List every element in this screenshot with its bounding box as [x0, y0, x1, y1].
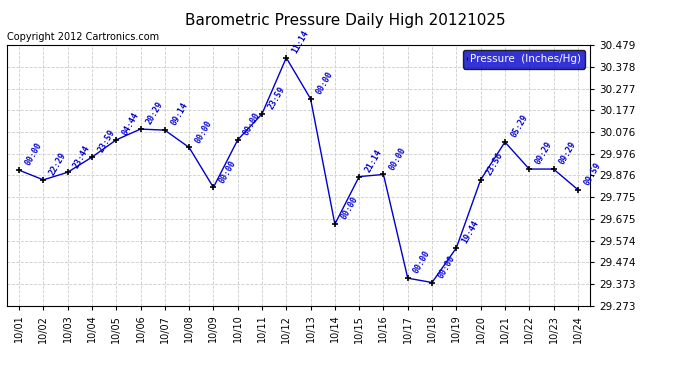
- Text: 00:00: 00:00: [315, 70, 335, 96]
- Text: 09:14: 09:14: [169, 101, 189, 128]
- Text: 11:14: 11:14: [290, 29, 310, 55]
- Text: 23:44: 23:44: [72, 143, 92, 170]
- Text: 09:59: 09:59: [582, 160, 602, 187]
- Text: 09:29: 09:29: [533, 140, 553, 166]
- Text: 00:00: 00:00: [388, 146, 408, 172]
- Text: 00:00: 00:00: [412, 249, 432, 275]
- Text: 19:44: 19:44: [460, 219, 481, 245]
- Text: 04:44: 04:44: [120, 111, 141, 137]
- Legend: Pressure  (Inches/Hg): Pressure (Inches/Hg): [463, 50, 584, 69]
- Text: Barometric Pressure Daily High 20121025: Barometric Pressure Daily High 20121025: [185, 13, 505, 28]
- Text: 00:00: 00:00: [23, 141, 43, 167]
- Text: 00:00: 00:00: [193, 118, 214, 145]
- Text: 21:14: 21:14: [364, 148, 384, 174]
- Text: 22:29: 22:29: [48, 151, 68, 177]
- Text: Copyright 2012 Cartronics.com: Copyright 2012 Cartronics.com: [7, 32, 159, 42]
- Text: 23:59: 23:59: [96, 128, 117, 154]
- Text: 09:29: 09:29: [558, 140, 578, 166]
- Text: 23:56: 23:56: [485, 151, 505, 177]
- Text: 00:00: 00:00: [436, 254, 457, 280]
- Text: 00:00: 00:00: [217, 159, 238, 184]
- Text: 20:29: 20:29: [145, 100, 165, 126]
- Text: 00:00: 00:00: [339, 195, 359, 221]
- Text: 00:00: 00:00: [242, 111, 262, 137]
- Text: 05:29: 05:29: [509, 113, 529, 139]
- Text: 23:59: 23:59: [266, 85, 286, 111]
